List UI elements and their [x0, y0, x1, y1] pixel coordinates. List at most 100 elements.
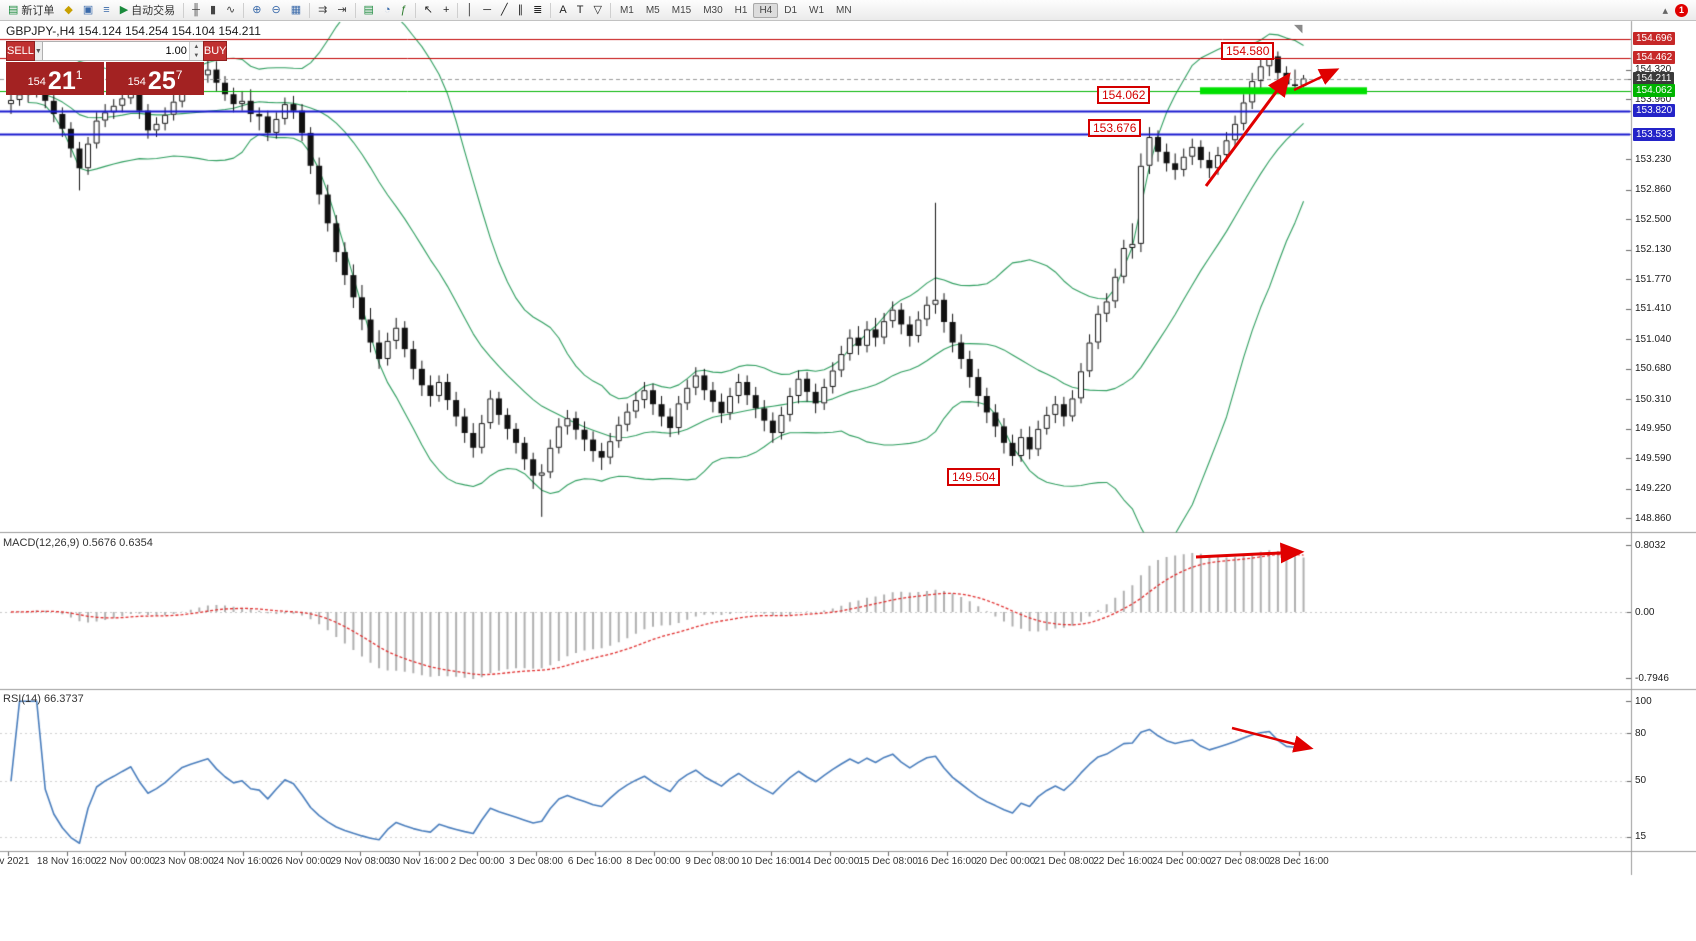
- time-axis-label: 22 Dec 16:00: [1093, 856, 1153, 867]
- autotrading-label: 自动交易: [131, 5, 176, 17]
- candlestick-mode-button[interactable]: ▮: [205, 3, 221, 18]
- auto-scroll-button[interactable]: ⇉: [313, 3, 332, 18]
- textA-icon: A: [559, 3, 567, 16]
- timeframe-m15-button[interactable]: M15: [671, 4, 692, 16]
- time-axis-label: 23 Nov 08:00: [154, 856, 214, 867]
- price-axis-label: 151.410: [1635, 303, 1672, 315]
- price-annotation-box[interactable]: 153.676: [1088, 119, 1142, 137]
- scroll-up-icon[interactable]: ▴: [1662, 4, 1668, 17]
- bid-quote[interactable]: 154 21 1: [6, 62, 104, 95]
- price-annotation-box[interactable]: 154.580: [1221, 42, 1275, 60]
- text-label-button[interactable]: T: [572, 3, 589, 18]
- fibonacci-button[interactable]: ≣: [528, 3, 547, 18]
- volume-down-icon[interactable]: ▼: [189, 51, 203, 60]
- text-button[interactable]: A: [554, 3, 571, 18]
- autoscroll-icon: ⇉: [318, 3, 328, 16]
- textT-icon: T: [576, 3, 584, 16]
- trendline-button[interactable]: ╱: [496, 3, 513, 18]
- data-window-button[interactable]: ≡: [98, 3, 114, 18]
- timeframe-m5-button[interactable]: M5: [645, 4, 660, 16]
- charts-window-button[interactable]: ▣: [78, 3, 98, 18]
- horizontal-line-button[interactable]: ─: [478, 3, 496, 18]
- chart-shift-button[interactable]: ⇥: [332, 3, 351, 18]
- macd-axis-label: 0.8032: [1635, 539, 1666, 551]
- zoom-out-icon: ⊖: [271, 3, 281, 16]
- time-axis-label: 8 Dec 00:00: [626, 856, 681, 867]
- time-axis-label: 3 Dec 08:00: [509, 856, 564, 867]
- hline-icon: ─: [483, 3, 492, 16]
- zoom-in-button[interactable]: ⊕: [247, 3, 266, 18]
- volume-dropdown-button[interactable]: ▼: [34, 41, 43, 61]
- time-axis-label: 22 Nov 00:00: [95, 856, 156, 867]
- timeframe-mn-button[interactable]: MN: [836, 4, 852, 16]
- time-axis-label: 29 Nov 08:00: [330, 856, 390, 867]
- bid-prefix: 154: [27, 76, 46, 88]
- arrows-button[interactable]: ▽: [588, 3, 606, 18]
- price-annotation-box[interactable]: 149.504: [947, 468, 1001, 486]
- timeframe-m1-button[interactable]: M1: [619, 4, 634, 16]
- time-axis-label: 24 Nov 16:00: [212, 856, 273, 867]
- time-axis-label: 24 Dec 00:00: [1151, 856, 1212, 867]
- notification-badge[interactable]: 1: [1675, 3, 1688, 17]
- price-axis-label: 153.960: [1635, 93, 1672, 105]
- crosshair-button[interactable]: +: [438, 3, 454, 18]
- sell-button[interactable]: SELL: [6, 41, 35, 61]
- new-chart-button[interactable]: ▤: [359, 3, 379, 18]
- macd-axis-label: 0.00: [1635, 606, 1655, 618]
- ask-quote[interactable]: 154 25 7: [106, 62, 204, 95]
- toolbar-separator: [414, 2, 416, 18]
- rsi-label: RSI(14) 66.3737: [3, 693, 84, 705]
- ask-prefix: 154: [127, 76, 146, 88]
- window-icon: ▣: [82, 3, 94, 16]
- timeframe-d1-button[interactable]: D1: [784, 4, 798, 16]
- tile-windows-button[interactable]: ▦: [286, 3, 306, 18]
- macd-label: MACD(12,26,9) 0.5676 0.6354: [3, 537, 153, 549]
- grid-icon: ▦: [290, 3, 302, 16]
- time-axis-label: 16 Dec 16:00: [917, 856, 977, 867]
- volume-up-icon[interactable]: ▲: [189, 42, 203, 51]
- vertical-line-button[interactable]: │: [461, 3, 478, 18]
- timeframe-h4-button[interactable]: H4: [753, 2, 779, 18]
- cycles-button[interactable]: ◔: [379, 3, 396, 18]
- bar-chart-mode-button[interactable]: ╫: [187, 3, 205, 18]
- price-axis-label: 148.860: [1635, 512, 1672, 524]
- profiles-button[interactable]: ◆: [59, 3, 77, 18]
- price-axis-label: 153.820: [1633, 104, 1676, 118]
- line-chart-mode-button[interactable]: ∿: [221, 3, 240, 18]
- time-axis-label: 27 Dec 08:00: [1210, 856, 1271, 867]
- timeframe-w1-button[interactable]: W1: [809, 4, 825, 16]
- cursor-icon: ↖: [423, 3, 433, 16]
- vline-icon: │: [466, 3, 474, 16]
- rsi-axis-label: 80: [1635, 727, 1647, 739]
- cursor-button[interactable]: ↖: [419, 3, 438, 18]
- volume-stepper[interactable]: ▲ ▼: [188, 42, 203, 60]
- list-icon: ≡: [103, 3, 110, 16]
- volume-input[interactable]: [42, 42, 189, 60]
- diamond-icon: ◆: [64, 3, 73, 16]
- autotrading-button[interactable]: ▶ 自动交易: [115, 0, 180, 20]
- time-axis-label: Nov 2021: [0, 856, 30, 867]
- timeframe-h1-button[interactable]: H1: [734, 4, 748, 16]
- bid-pipette: 1: [75, 68, 83, 82]
- equidistant-channel-button[interactable]: ∥: [513, 3, 529, 18]
- price-axis-label: 149.220: [1635, 483, 1672, 495]
- zoom-out-button[interactable]: ⊖: [266, 3, 285, 18]
- chart-shift-marker: ◥: [1294, 23, 1303, 35]
- indicators-button[interactable]: ƒ: [396, 3, 412, 18]
- price-annotation-box[interactable]: 154.062: [1097, 86, 1151, 104]
- timeframe-m30-button[interactable]: M30: [703, 4, 723, 16]
- price-axis-label: 152.860: [1635, 184, 1672, 196]
- time-axis-label: 10 Dec 16:00: [741, 856, 801, 867]
- buy-button[interactable]: BUY: [202, 41, 228, 61]
- bars-icon: ╫: [192, 3, 200, 16]
- timeframe-toolbar: M1 M5 M15 M30 H1 H4 D1 W1 MN: [614, 2, 858, 18]
- new-order-button[interactable]: ▤ 新订单: [3, 0, 59, 20]
- play-icon: ▶: [119, 3, 129, 16]
- price-axis-label: 154.211: [1633, 72, 1675, 86]
- time-axis-label: 9 Dec 08:00: [685, 856, 740, 867]
- time-axis-label: 30 Nov 16:00: [389, 856, 449, 867]
- price-axis-label: 153.533: [1633, 127, 1676, 141]
- one-click-trading-widget: SELL ▼ ▲▼ BUY 154 21 1 154 25 7: [6, 41, 228, 95]
- macd-axis-label: -0.7946: [1635, 672, 1669, 684]
